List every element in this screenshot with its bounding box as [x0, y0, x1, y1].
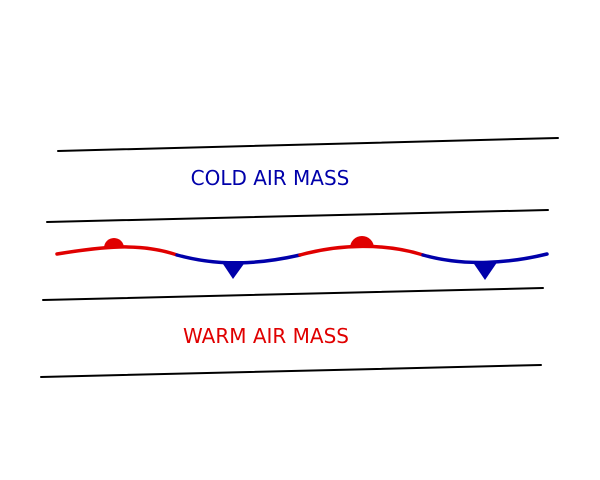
warm-front-semicircle-2 [350, 236, 374, 248]
isobar-line-1 [57, 137, 559, 152]
warm-air-mass-label: WARM AIR MASS [183, 324, 349, 348]
isobar-line-4 [40, 364, 542, 378]
stationary-front [55, 236, 549, 280]
cold-front-triangle-1 [221, 261, 246, 279]
front-segment-warm-1 [55, 245, 179, 257]
isobar-line-3 [42, 287, 544, 301]
cold-air-mass-label: COLD AIR MASS [191, 166, 350, 190]
isobar-line-2 [46, 209, 549, 223]
cold-front-triangle-2 [472, 261, 498, 280]
warm-front-semicircle-1 [104, 238, 124, 248]
